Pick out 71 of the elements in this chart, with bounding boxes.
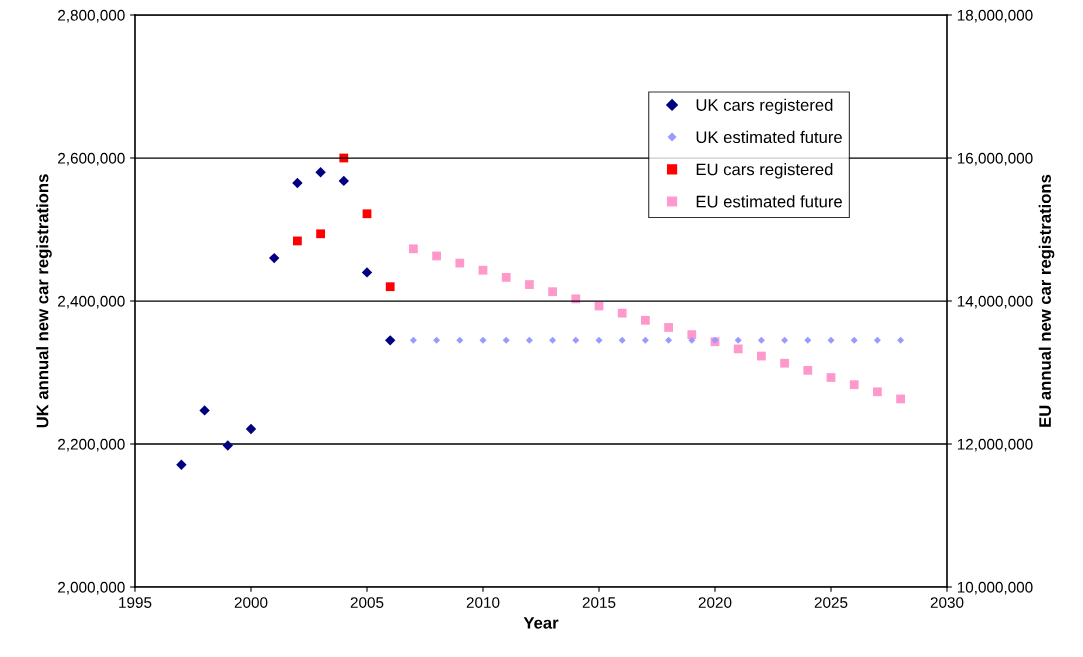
point xyxy=(548,287,557,297)
x-tick-label: 2015 xyxy=(582,597,616,608)
point xyxy=(687,330,697,339)
point xyxy=(432,251,441,261)
x-axis-title: Year xyxy=(523,617,559,629)
y2-tick-label: 14,000,000 xyxy=(957,295,1033,309)
point xyxy=(781,336,789,344)
point xyxy=(409,336,417,344)
point xyxy=(338,175,349,187)
legend-label: EU cars registered xyxy=(696,163,833,179)
x-tick-label: 2000 xyxy=(234,597,268,608)
point xyxy=(617,308,627,318)
point xyxy=(455,258,465,268)
point xyxy=(896,394,905,404)
legend-label: UK cars registered xyxy=(696,98,833,115)
point xyxy=(176,459,187,470)
x-tick-label: 2025 xyxy=(814,597,848,608)
point xyxy=(478,265,488,275)
point xyxy=(595,336,603,344)
point xyxy=(549,336,557,344)
x-tick-label: 1995 xyxy=(119,597,152,608)
point xyxy=(501,273,511,282)
point xyxy=(362,209,372,219)
y-tick-label: 2,600,000 xyxy=(58,152,125,166)
point xyxy=(803,365,813,375)
point xyxy=(873,387,882,397)
x-tick-label: 2010 xyxy=(466,597,500,608)
point xyxy=(757,336,765,344)
point xyxy=(479,336,487,344)
point xyxy=(385,335,396,346)
point xyxy=(525,336,533,344)
y2-tick-label: 12,000,000 xyxy=(957,438,1033,452)
point xyxy=(873,336,881,344)
y-tick-label: 2,200,000 xyxy=(58,438,125,452)
point xyxy=(315,167,326,178)
point xyxy=(293,236,302,246)
point xyxy=(664,323,673,332)
y2-tick-label: 18,000,000 xyxy=(957,9,1033,23)
point xyxy=(780,358,789,368)
y2-tick-label: 16,000,000 xyxy=(957,152,1033,166)
point xyxy=(757,351,766,361)
point xyxy=(897,336,905,344)
point xyxy=(409,244,418,254)
point xyxy=(385,282,395,292)
legend-label: EU estimated future xyxy=(696,195,842,208)
y2-tick-label: 10,000,000 xyxy=(957,581,1033,595)
point xyxy=(641,336,649,344)
point xyxy=(525,280,534,289)
point xyxy=(361,267,373,278)
y-tick-label: 2,400,000 xyxy=(58,295,125,309)
x-tick-label: 2030 xyxy=(930,597,964,608)
point xyxy=(827,336,835,344)
y2-axis-title: EU annual new car registrations xyxy=(1038,174,1055,427)
point xyxy=(245,423,257,435)
point xyxy=(292,177,303,189)
point xyxy=(641,315,650,325)
point xyxy=(199,405,210,416)
point xyxy=(849,380,859,390)
point xyxy=(433,336,441,344)
point xyxy=(733,344,743,354)
point xyxy=(826,373,836,382)
y-tick-label: 2,000,000 xyxy=(58,581,125,595)
point xyxy=(665,336,673,344)
point xyxy=(222,440,233,451)
x-tick-label: 2020 xyxy=(698,597,732,608)
legend-label: UK estimated future xyxy=(696,130,842,144)
point xyxy=(269,252,280,264)
y-axis-title: UK annual new car registrations xyxy=(36,174,52,428)
x-tick-label: 2005 xyxy=(350,597,384,608)
point xyxy=(316,229,325,239)
y-tick-label: 2,800,000 xyxy=(58,9,125,23)
